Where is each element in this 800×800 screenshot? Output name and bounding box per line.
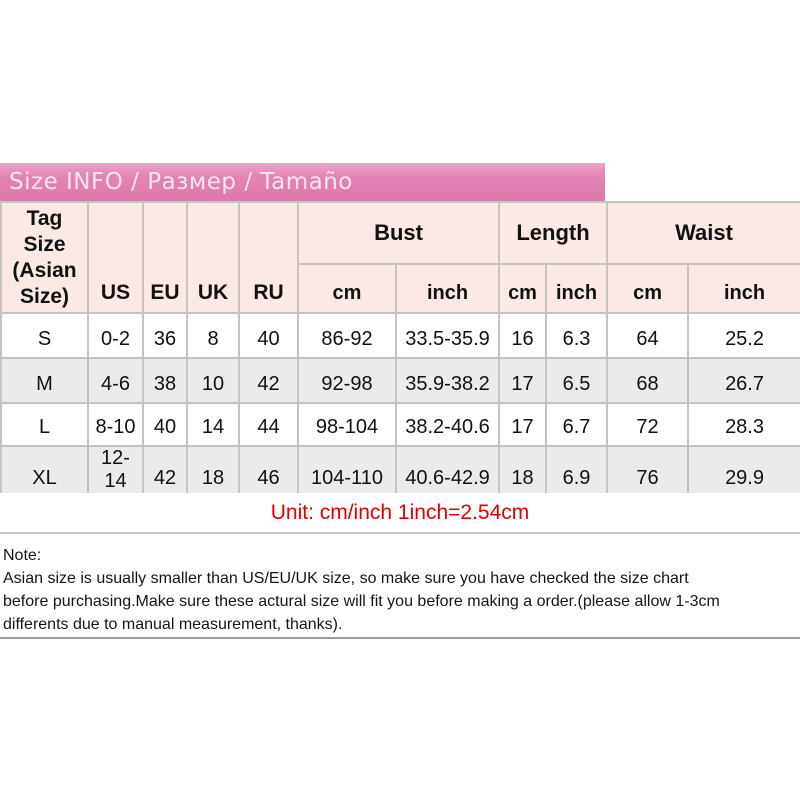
subheader-length-inch: inch bbox=[545, 263, 609, 314]
unit-note: Unit: cm/inch 1inch=2.54cm bbox=[0, 493, 800, 534]
size-info-title-bar: Size INFO / Размер / Tamaño bbox=[0, 163, 605, 201]
table-cell: 25.2 bbox=[687, 312, 800, 359]
header-row-units: cm inch cm inch cm inch bbox=[1, 263, 800, 314]
table-cell: 42 bbox=[142, 445, 188, 498]
note-section: Note: Asian size is usually smaller than… bbox=[3, 544, 797, 636]
header-row-groups: Tag Size (Asian Size) US EU UK RU Bust L… bbox=[0, 201, 800, 314]
subheader-waist-inch: inch bbox=[687, 263, 800, 314]
table-cell: 86-92 bbox=[297, 312, 397, 359]
table-cell: 46 bbox=[238, 445, 299, 498]
table-cell: 6.5 bbox=[545, 357, 609, 404]
table-cell: 104-110 bbox=[297, 445, 397, 498]
table-cell: 28.3 bbox=[687, 402, 800, 447]
table-cell: 8 bbox=[186, 312, 240, 359]
table-cell: 68 bbox=[606, 357, 690, 404]
table-cell: 6.3 bbox=[545, 312, 609, 359]
size-info-title: Size INFO / Размер / Tamaño bbox=[9, 169, 353, 195]
table-cell: 14 bbox=[186, 402, 240, 447]
table-cell: 10 bbox=[186, 357, 240, 404]
table-cell: 72 bbox=[606, 402, 690, 447]
table-cell: 18 bbox=[186, 445, 240, 498]
table-cell: 33.5-35.9 bbox=[394, 312, 501, 359]
subheader-length-cm: cm bbox=[498, 263, 548, 314]
table-cell: 4-6 bbox=[87, 357, 144, 404]
table-cell: 26.7 bbox=[687, 357, 800, 404]
row-tag-s: S bbox=[0, 312, 89, 359]
table-cell: 8-10 bbox=[87, 402, 144, 447]
column-header-eu: EU bbox=[142, 201, 188, 314]
group-header-waist: Waist bbox=[606, 201, 800, 265]
table-cell: 17 bbox=[498, 357, 548, 404]
table-cell: 6.9 bbox=[545, 445, 609, 498]
table-row-s: S 0-2 36 8 40 86-92 33.5-35.9 16 6.3 64 … bbox=[0, 312, 800, 359]
column-header-uk: UK bbox=[186, 201, 240, 314]
row-tag-m: M bbox=[0, 357, 89, 404]
table-cell: 42 bbox=[238, 357, 299, 404]
table-cell: 64 bbox=[606, 312, 690, 359]
table-row-l: L 8-10 40 14 44 98-104 38.2-40.6 17 6.7 … bbox=[0, 402, 800, 447]
group-header-length: Length bbox=[498, 201, 609, 265]
table-cell: 0-2 bbox=[87, 312, 144, 359]
bottom-divider bbox=[0, 637, 800, 639]
column-header-ru: RU bbox=[238, 201, 299, 314]
subheader-waist-cm: cm bbox=[606, 263, 690, 314]
column-header-us: US bbox=[87, 201, 144, 314]
table-cell: 92-98 bbox=[297, 357, 397, 404]
table-cell: 12-14 bbox=[87, 445, 144, 498]
table-cell: 18 bbox=[498, 445, 548, 498]
subheader-bust-cm: cm bbox=[297, 263, 397, 314]
group-header-bust: Bust bbox=[296, 201, 501, 265]
table-cell: 6.7 bbox=[545, 402, 609, 447]
table-cell: 40 bbox=[142, 402, 188, 447]
corner-header-tag-size: Tag Size (Asian Size) bbox=[0, 201, 89, 314]
table-cell: 38 bbox=[142, 357, 188, 404]
size-table: Tag Size (Asian Size) US EU UK RU Bust L… bbox=[0, 201, 800, 498]
subheader-bust-inch: inch bbox=[394, 263, 501, 314]
note-heading: Note: bbox=[3, 547, 42, 564]
table-cell: 40.6-42.9 bbox=[394, 445, 501, 498]
table-cell: 35.9-38.2 bbox=[394, 357, 501, 404]
table-cell: 76 bbox=[606, 445, 690, 498]
table-cell: 17 bbox=[498, 402, 548, 447]
note-body: Asian size is usually smaller than US/EU… bbox=[3, 570, 720, 633]
table-cell: 29.9 bbox=[687, 445, 800, 498]
row-tag-xl: XL bbox=[0, 445, 89, 498]
table-cell: 36 bbox=[142, 312, 188, 359]
table-cell: 44 bbox=[238, 402, 299, 447]
row-tag-l: L bbox=[0, 402, 89, 447]
table-cell: 38.2-40.6 bbox=[394, 402, 501, 447]
table-cell: 16 bbox=[498, 312, 548, 359]
table-row-xl: XL 12-14 42 18 46 104-110 40.6-42.9 18 6… bbox=[0, 445, 800, 498]
table-cell: 98-104 bbox=[297, 402, 397, 447]
table-row-m: M 4-6 38 10 42 92-98 35.9-38.2 17 6.5 68… bbox=[0, 357, 800, 404]
table-cell: 40 bbox=[238, 312, 299, 359]
